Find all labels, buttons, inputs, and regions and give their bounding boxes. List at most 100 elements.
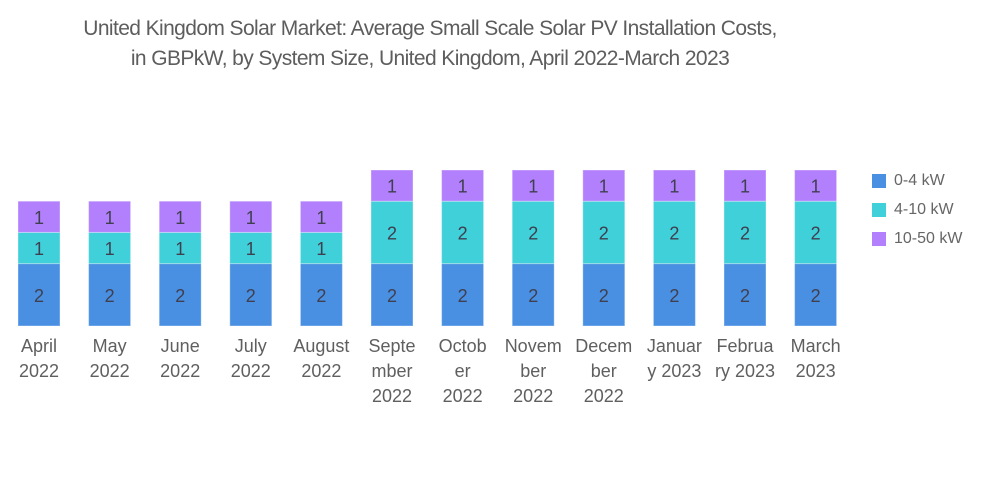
data-label-04kw: 2	[105, 286, 115, 306]
data-label-04kw: 2	[811, 286, 821, 306]
bar-stack: 2 2 1	[511, 169, 555, 327]
data-label-410kw: 1	[175, 239, 185, 259]
bar-segment-410kw	[17, 231, 61, 265]
data-label-04kw: 2	[458, 286, 468, 306]
bar-segment-04kw	[652, 263, 696, 327]
x-tick-label: Januar y 2023	[647, 336, 702, 381]
x-tick-label: May 2022	[90, 336, 130, 381]
bar-segment-1050kw	[370, 169, 414, 202]
data-label-1050kw: 1	[458, 177, 468, 197]
bar-segment-410kw	[441, 200, 485, 265]
data-label-1050kw: 1	[34, 208, 44, 228]
x-tick-label: April 2022	[19, 336, 59, 381]
legend-item-10-50kw: 10-50 kW	[872, 224, 962, 253]
legend-item-0-4kw: 0-4 kW	[872, 166, 962, 195]
data-label-04kw: 2	[34, 286, 44, 306]
data-label-04kw: 2	[599, 286, 609, 306]
legend-label-4-10kw: 4-10 kW	[894, 200, 954, 218]
bar-stack: 2 2 1	[441, 169, 485, 327]
bar-stack: 2 2 1	[652, 169, 696, 327]
bar-segment-410kw	[370, 200, 414, 265]
data-label-04kw: 2	[528, 286, 538, 306]
data-label-1050kw: 1	[599, 177, 609, 197]
bar-segment-04kw	[17, 263, 61, 327]
x-tick-label: March 2023	[791, 336, 841, 381]
bar-segment-1050kw	[794, 169, 838, 202]
data-label-410kw: 2	[811, 223, 821, 243]
legend-label-0-4kw: 0-4 kW	[894, 171, 945, 189]
legend-item-4-10kw: 4-10 kW	[872, 195, 962, 224]
x-tick-label: Septe mber 2022	[368, 336, 415, 406]
chart-title-line-2: in GBPkW, by System Size, United Kingdom…	[130, 47, 730, 70]
data-label-410kw: 2	[599, 223, 609, 243]
bar-segment-1050kw	[723, 169, 767, 202]
bar-stack: 2 1 1	[158, 200, 202, 327]
bar-stack: 2 1 1	[299, 200, 343, 327]
data-label-1050kw: 1	[669, 177, 679, 197]
bar-segment-1050kw	[17, 200, 61, 233]
x-tick-label: Octob er 2022	[439, 336, 487, 406]
chart-title-line-1: United Kingdom Solar Market: Average Sma…	[83, 17, 777, 40]
data-label-04kw: 2	[316, 286, 326, 306]
bar-segment-1050kw	[652, 169, 696, 202]
data-label-1050kw: 1	[811, 177, 821, 197]
bar-segment-1050kw	[158, 200, 202, 233]
bar-segment-410kw	[794, 200, 838, 265]
bar-stack: 2 1 1	[229, 200, 273, 327]
bar-stack: 2 2 1	[370, 169, 414, 327]
data-label-1050kw: 1	[246, 208, 256, 228]
chart-title: United Kingdom Solar Market: Average Sma…	[0, 14, 860, 74]
data-label-410kw: 2	[387, 223, 397, 243]
bar-segment-410kw	[582, 200, 626, 265]
data-label-1050kw: 1	[105, 208, 115, 228]
x-tick-label: August 2022	[293, 336, 349, 381]
data-label-410kw: 1	[316, 239, 326, 259]
data-label-1050kw: 1	[387, 177, 397, 197]
data-label-410kw: 2	[740, 223, 750, 243]
data-label-1050kw: 1	[175, 208, 185, 228]
legend-label-10-50kw: 10-50 kW	[894, 229, 963, 247]
data-label-04kw: 2	[246, 286, 256, 306]
data-label-410kw: 1	[105, 239, 115, 259]
bar-segment-04kw	[158, 263, 202, 327]
legend-swatch-0-4kw	[872, 173, 886, 188]
bar-stack: 2 1 1	[88, 200, 132, 327]
bar-segment-1050kw	[299, 200, 343, 233]
x-tick-label: Novem ber 2022	[505, 336, 562, 406]
data-label-04kw: 2	[387, 286, 397, 306]
bar-segment-04kw	[723, 263, 767, 327]
bar-stack: 2 2 1	[723, 169, 767, 327]
bar-segment-04kw	[582, 263, 626, 327]
bar-segment-04kw	[229, 263, 273, 327]
bar-segment-1050kw	[582, 169, 626, 202]
bar-stack: 2 2 1	[794, 169, 838, 327]
legend-swatch-4-10kw	[872, 202, 886, 217]
x-tick-label: Decem ber 2022	[575, 336, 632, 406]
bar-segment-1050kw	[511, 169, 555, 202]
bar-segment-1050kw	[229, 200, 273, 233]
bar-segment-1050kw	[441, 169, 485, 202]
bar-segment-410kw	[299, 231, 343, 265]
data-label-1050kw: 1	[528, 177, 538, 197]
bar-segment-410kw	[158, 231, 202, 265]
bar-segment-04kw	[370, 263, 414, 327]
x-tick-label: Februa ry 2023	[715, 336, 775, 381]
data-label-04kw: 2	[740, 286, 750, 306]
bar-segment-04kw	[794, 263, 838, 327]
x-tick-label: July 2022	[231, 336, 271, 381]
legend: 0-4 kW 4-10 kW 10-50 kW	[872, 166, 962, 253]
x-tick-label: June 2022	[160, 336, 200, 381]
bar-stack: 2 2 1	[582, 169, 626, 327]
bar-segment-410kw	[511, 200, 555, 265]
bar-segment-410kw	[723, 200, 767, 265]
data-label-04kw: 2	[669, 286, 679, 306]
bar-segment-04kw	[441, 263, 485, 327]
data-label-410kw: 1	[34, 239, 44, 259]
data-label-410kw: 2	[458, 223, 468, 243]
data-label-410kw: 2	[669, 223, 679, 243]
data-label-1050kw: 1	[316, 208, 326, 228]
data-label-410kw: 2	[528, 223, 538, 243]
bar-segment-1050kw	[88, 200, 132, 233]
data-label-410kw: 1	[246, 239, 256, 259]
